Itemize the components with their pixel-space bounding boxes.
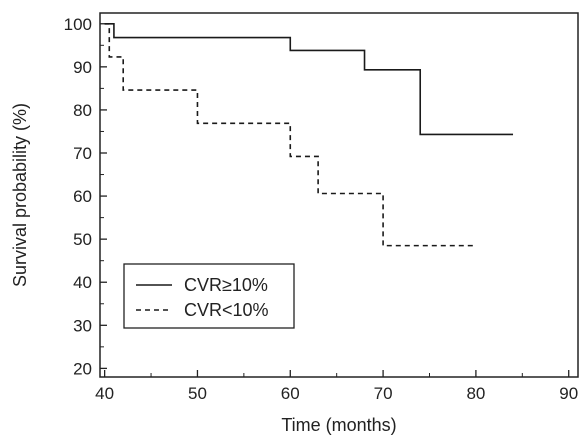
y-tick-label: 100 [64, 15, 92, 34]
plot-area: 20 30 40 50 60 70 80 90 100 40 50 60 70 80 90 [64, 12, 579, 403]
y-tick-label: 70 [73, 144, 92, 163]
x-axis-ticks: 40 50 60 70 80 90 [95, 370, 578, 403]
legend-box [123, 263, 295, 329]
legend-label-cvr-low: CVR<10% [184, 300, 269, 320]
y-tick-label: 50 [73, 230, 92, 249]
y-tick-label: 30 [73, 316, 92, 335]
x-axis-label: Time (months) [281, 415, 396, 435]
y-axis-ticks: 20 30 40 50 60 70 80 90 100 [64, 15, 107, 378]
x-tick-label: 50 [188, 384, 207, 403]
legend: CVR≥10% CVR<10% [123, 263, 295, 329]
plot-frame [99, 12, 579, 378]
y-tick-label: 40 [73, 273, 92, 292]
legend-label-cvr-high: CVR≥10% [184, 275, 268, 295]
x-tick-label: 60 [281, 384, 300, 403]
y-tick-label: 60 [73, 187, 92, 206]
series-layer [104, 22, 514, 247]
x-tick-label: 40 [95, 384, 114, 403]
y-axis-label: Survival probability (%) [10, 103, 30, 287]
y-tick-label: 80 [73, 101, 92, 120]
x-tick-label: 90 [559, 384, 578, 403]
series-line-cvr-low [104, 22, 476, 247]
y-tick-label: 90 [73, 58, 92, 77]
x-tick-label: 70 [374, 384, 393, 403]
series-line-cvr-high [104, 22, 514, 136]
x-tick-label: 80 [466, 384, 485, 403]
y-tick-label: 20 [73, 359, 92, 378]
